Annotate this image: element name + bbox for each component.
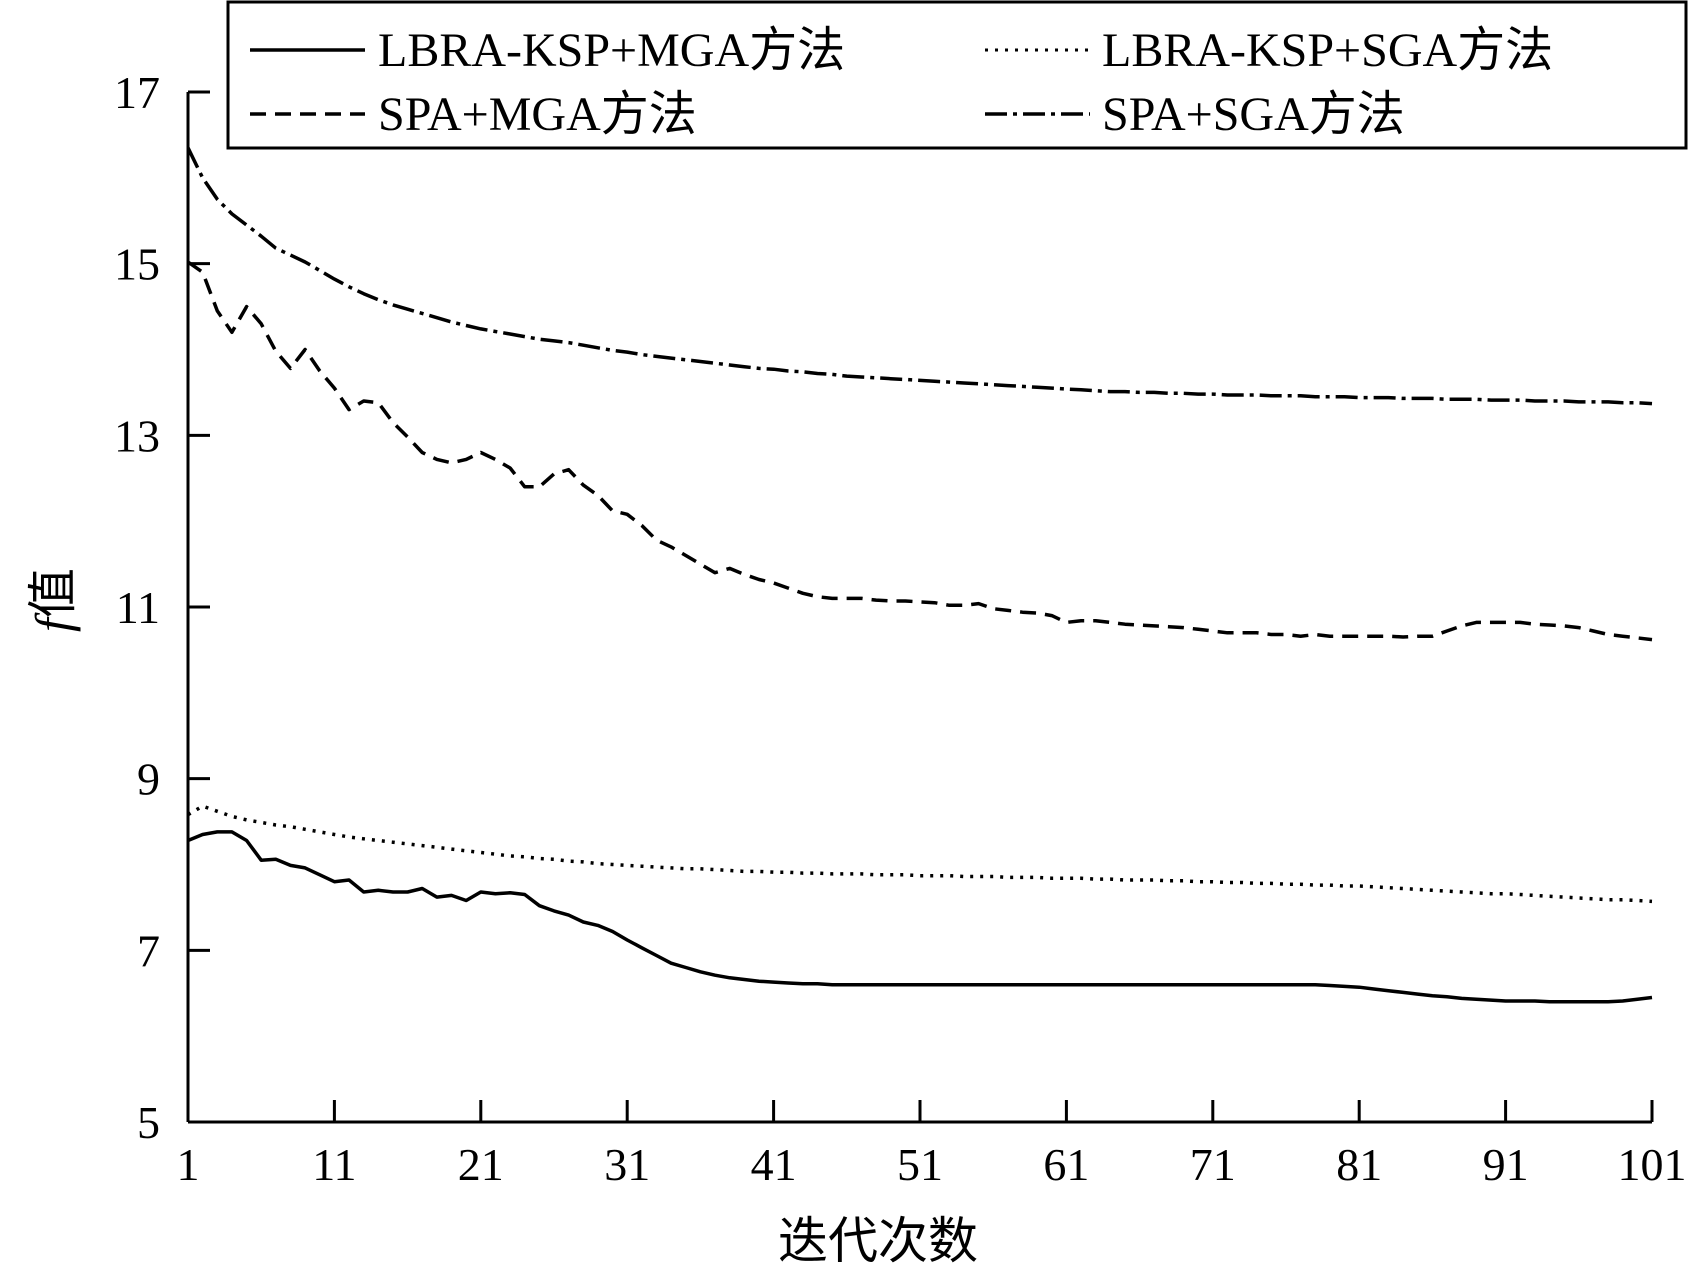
x-tick-label: 11	[312, 1139, 356, 1190]
x-tick-label: 71	[1190, 1139, 1236, 1190]
legend-label-spa-mga: SPA+MGA方法	[378, 88, 697, 141]
plot-lines	[186, 147, 1653, 1004]
x-tick-label: 61	[1043, 1139, 1089, 1190]
legend-box	[226, 0, 1688, 150]
y-axis-title: f值	[25, 568, 81, 632]
y-tick-label: 5	[137, 1097, 160, 1148]
series-line-spa-mga	[186, 260, 1653, 642]
y-tick-label: 13	[114, 410, 160, 461]
legend-label-lbra-ksp-mga: LBRA-KSP+MGA方法	[378, 24, 845, 77]
axes	[186, 90, 1654, 1124]
y-tick-label: 9	[137, 754, 160, 805]
x-tick-label: 21	[458, 1139, 504, 1190]
y-tick-label: 7	[137, 925, 160, 976]
x-tick-label: 51	[897, 1139, 943, 1190]
x-tick-label: 31	[604, 1139, 650, 1190]
x-tick-label: 91	[1483, 1139, 1529, 1190]
series-line-lbra-ksp-sga	[187, 804, 1653, 904]
x-tick-label: 41	[751, 1139, 797, 1190]
y-tick-label: 17	[114, 67, 160, 118]
series-line-spa-sga	[186, 147, 1653, 406]
y-tick-label: 15	[114, 239, 160, 290]
legend-label-spa-sga: SPA+SGA方法	[1102, 88, 1405, 141]
x-axis-title: 迭代次数	[778, 1213, 978, 1269]
x-tick-label: 101	[1618, 1139, 1687, 1190]
legend-label-lbra-ksp-sga: LBRA-KSP+SGA方法	[1102, 24, 1553, 77]
y-tick-label: 11	[116, 582, 160, 633]
y-axis-title-suffix: 值	[25, 568, 81, 618]
x-tick-label: 1	[177, 1139, 200, 1190]
x-tick-label: 81	[1336, 1139, 1382, 1190]
series-line-lbra-ksp-mga	[187, 830, 1653, 1004]
legend: LBRA-KSP+MGA方法 LBRA-KSP+SGA方法 SPA+MGA方法 …	[226, 0, 1688, 150]
